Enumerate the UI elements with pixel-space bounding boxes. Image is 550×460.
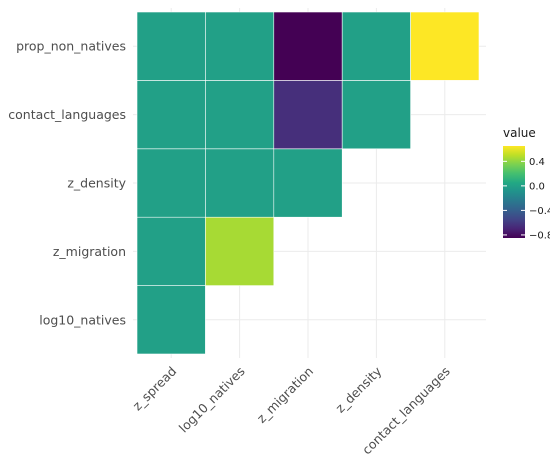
heatmap-cell [410, 11, 480, 81]
legend: value 0.4 0.0 −0.4 −0.8 [503, 126, 550, 241]
legend-colorbar [503, 146, 525, 238]
y-axis-tick-labels: log10_natives z_migration z_density contact… [8, 39, 126, 328]
y-tick-label: log10_natives [39, 312, 126, 327]
heatmap-cell [136, 285, 206, 355]
legend-tick-label: −0.8 [529, 230, 550, 241]
heatmap-cell [273, 80, 343, 150]
x-tick-label: z_migration [254, 364, 316, 426]
y-tick-label: prop_non_natives [16, 39, 126, 54]
legend-tick-label: 0.4 [529, 157, 545, 168]
y-tick-label: z_density [67, 176, 126, 191]
heatmap-cell [136, 80, 206, 150]
heatmap-cell [205, 216, 275, 286]
heatmap-cell [205, 80, 275, 150]
heatmap-cell [341, 11, 411, 81]
heatmap-cell [136, 11, 206, 81]
legend-title: value [503, 126, 536, 140]
heatmap-cell [136, 148, 206, 218]
y-tick-label: contact_languages [8, 107, 126, 122]
legend-tick-label: −0.4 [529, 206, 550, 217]
heatmap-cell [273, 11, 343, 81]
x-tick-label: log10_natives [176, 364, 248, 436]
heatmap-cell [341, 80, 411, 150]
heatmap-cell [205, 11, 275, 81]
x-tick-label: z_density [332, 363, 384, 415]
heatmap-cell [273, 148, 343, 218]
y-tick-label: z_migration [53, 244, 126, 259]
heatmap-cell [136, 216, 206, 286]
heatmap-cells [136, 11, 480, 355]
x-tick-label: z_spread [130, 364, 180, 414]
legend-tick-label: 0.0 [529, 181, 545, 192]
heatmap-cell [205, 148, 275, 218]
